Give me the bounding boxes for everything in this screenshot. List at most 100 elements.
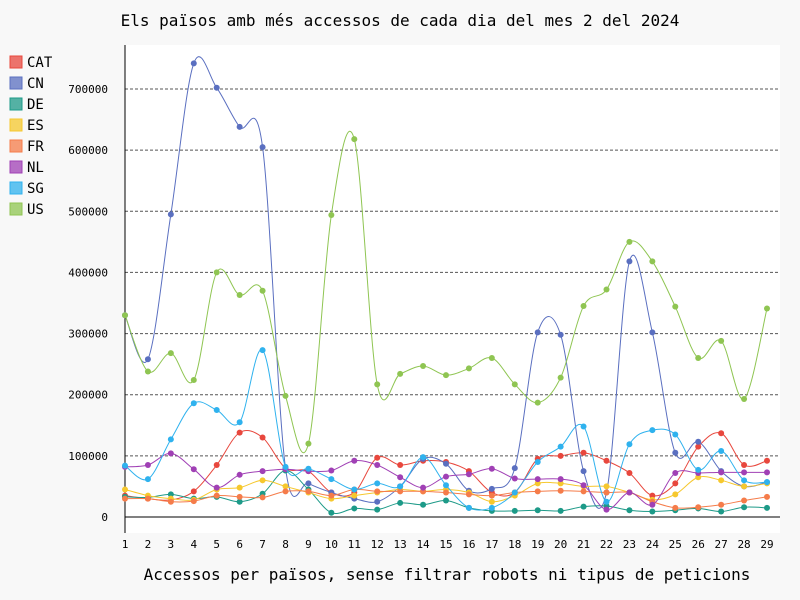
data-point-de (741, 504, 748, 511)
data-point-cn (672, 449, 679, 456)
data-point-sg (144, 476, 151, 483)
data-point-cat (626, 469, 633, 476)
data-point-cat (718, 430, 725, 437)
data-point-fr (122, 495, 128, 502)
data-point-nl (351, 457, 358, 464)
data-point-nl (213, 484, 220, 491)
series-lines (122, 56, 770, 516)
legend-label: ES (27, 118, 44, 134)
data-point-de (534, 507, 541, 514)
data-point-fr (488, 492, 495, 499)
legend-swatch (9, 76, 23, 90)
x-tick-label: 12 (371, 538, 384, 551)
data-point-nl (764, 469, 770, 476)
data-point-es (259, 477, 266, 484)
data-point-cat (741, 462, 748, 469)
data-point-cn (649, 329, 656, 336)
data-point-de (397, 499, 404, 506)
data-point-cn (534, 329, 541, 336)
legend-label: US (27, 202, 44, 218)
data-point-fr (167, 498, 174, 505)
legend-label: NL (27, 160, 44, 176)
data-point-cat (603, 457, 610, 464)
x-tick-label: 13 (394, 538, 407, 551)
data-point-us (122, 312, 128, 319)
legend-label: DE (27, 97, 44, 113)
data-point-cn (580, 468, 587, 475)
x-tick-label: 5 (213, 538, 220, 551)
x-axis-ticks: 1 2 3 4 5 6 7 8 9 10 11 12 13 14 15 16 17 18 19 20 21 22 23 24 2… (122, 538, 774, 551)
x-tick-label: 8 (282, 538, 289, 551)
data-point-es (236, 484, 243, 491)
x-tick-label: 3 (168, 538, 175, 551)
data-point-us (695, 355, 702, 362)
data-point-cat (374, 454, 381, 461)
data-point-us (718, 337, 725, 344)
data-point-nl (190, 466, 197, 473)
x-tick-label: 4 (190, 538, 197, 551)
legend-label: FR (27, 139, 44, 155)
data-point-fr (374, 488, 381, 495)
x-tick-label: 21 (577, 538, 590, 551)
x-axis-title: Accessos per països, sense filtrar robot… (144, 565, 751, 584)
data-point-nl (167, 450, 174, 457)
x-tick-label: 1 (122, 538, 129, 551)
data-point-fr (397, 488, 404, 495)
data-point-cn (259, 144, 266, 151)
y-tick-label: 100000 (68, 450, 108, 463)
data-point-sg (580, 423, 587, 430)
data-point-fr (259, 494, 266, 501)
legend-item-sg: SG (9, 181, 44, 197)
data-point-es (122, 486, 128, 493)
data-point-sg (626, 441, 633, 448)
data-point-sg (259, 347, 266, 354)
data-point-cn (488, 485, 495, 492)
data-point-cn (443, 460, 449, 467)
data-point-fr (465, 491, 472, 498)
data-point-us (488, 355, 495, 362)
x-tick-label: 14 (416, 538, 430, 551)
data-point-us (465, 365, 472, 372)
data-point-sg (122, 462, 128, 469)
y-tick-label: 400000 (68, 266, 108, 279)
data-point-us (305, 440, 312, 447)
data-point-fr (443, 489, 449, 496)
data-point-nl (465, 471, 472, 478)
legend-swatch (9, 139, 23, 153)
data-point-nl (649, 501, 656, 508)
data-point-sg (282, 463, 289, 470)
data-point-cn (557, 331, 564, 338)
data-point-us (603, 286, 610, 293)
x-tick-label: 25 (669, 538, 682, 551)
data-point-sg (764, 479, 770, 486)
data-point-es (741, 483, 748, 490)
data-point-us (649, 258, 656, 265)
x-tick-label: 15 (439, 538, 452, 551)
legend-swatch (9, 181, 23, 195)
data-point-cn (305, 480, 312, 487)
data-point-cat (764, 457, 770, 464)
x-tick-label: 17 (485, 538, 498, 551)
x-tick-label: 22 (600, 538, 613, 551)
y-tick-label: 300000 (68, 328, 108, 341)
data-point-cn (626, 258, 633, 265)
data-point-sg (672, 431, 679, 438)
series-points-nl (122, 450, 770, 513)
series-points-us (122, 136, 770, 447)
data-point-sg (488, 504, 495, 511)
data-point-cn (167, 211, 174, 218)
legend-item-cn: CN (9, 76, 44, 92)
data-point-nl (741, 469, 748, 476)
legend-swatch (9, 202, 23, 216)
data-point-fr (213, 492, 220, 499)
data-point-cn (190, 60, 197, 67)
data-point-de (649, 508, 656, 515)
data-point-es (695, 474, 702, 481)
data-point-de (580, 503, 587, 510)
legend-swatch (9, 118, 23, 132)
data-point-nl (718, 469, 725, 476)
data-point-cn (374, 498, 381, 505)
x-tick-label: 9 (305, 538, 312, 551)
x-tick-label: 16 (462, 538, 475, 551)
